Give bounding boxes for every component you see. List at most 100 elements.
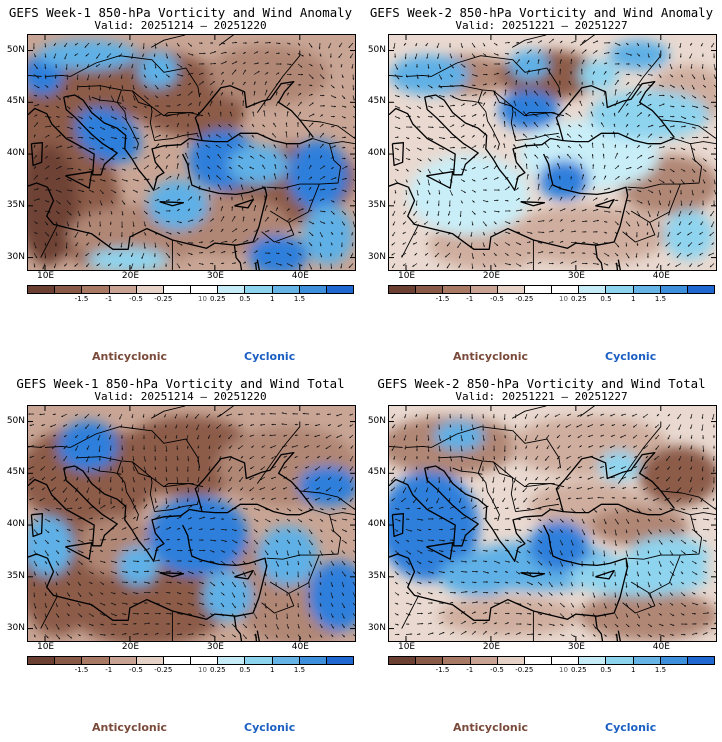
longitude-label: 30E bbox=[206, 271, 224, 281]
vorticity-region bbox=[434, 421, 484, 451]
colorbar-swatch bbox=[245, 657, 273, 664]
cyclonic-legend-label: Cyclonic bbox=[605, 721, 657, 734]
colorbar-swatch bbox=[687, 286, 715, 293]
latitude-label: 40N bbox=[6, 519, 25, 530]
colorbar-level-label: -1 bbox=[105, 666, 113, 674]
colorbar-swatch bbox=[82, 286, 110, 293]
colorbar-swatch bbox=[606, 657, 634, 664]
colorbar-swatch bbox=[633, 286, 661, 293]
colorbar-swatch bbox=[28, 657, 56, 664]
map-panel-2: GEFS Week-2 850-hPa Vorticity and Wind A… bbox=[361, 0, 722, 371]
cyclonic-legend-label: Cyclonic bbox=[244, 350, 296, 363]
vorticity-region bbox=[138, 52, 178, 88]
coastlines bbox=[389, 406, 716, 641]
vorticity-region bbox=[228, 145, 288, 185]
longitude-label: 40E bbox=[652, 642, 670, 652]
longitude-label: 20E bbox=[121, 642, 140, 652]
vorticity-region bbox=[409, 155, 529, 235]
colorbar-level-label: 1 bbox=[631, 295, 636, 303]
colorbar-swatch bbox=[416, 286, 444, 293]
axis-ticks bbox=[389, 406, 716, 641]
axis-ticks bbox=[28, 406, 355, 641]
cyclonic-legend-label: Cyclonic bbox=[244, 721, 296, 734]
vorticity-region bbox=[599, 451, 639, 481]
vorticity-region bbox=[499, 90, 559, 130]
colorbar-swatch bbox=[272, 657, 300, 664]
vorticity-region bbox=[629, 536, 709, 576]
colorbar-level-label: 0.25 bbox=[570, 666, 587, 674]
colorbar-swatch bbox=[299, 286, 327, 293]
colorbar-swatch bbox=[606, 286, 634, 293]
vorticity-region bbox=[439, 556, 519, 596]
colorbar-swatch bbox=[109, 657, 137, 664]
colorbar-swatch bbox=[299, 657, 327, 664]
vorticity-region bbox=[579, 60, 619, 90]
vorticity-region bbox=[203, 571, 253, 621]
colorbar-level-label: -1 bbox=[105, 295, 113, 303]
longitude-label: 10E bbox=[397, 271, 416, 281]
latitude-label: 45N bbox=[6, 467, 25, 478]
colorbar-swatch bbox=[136, 657, 164, 664]
colorbar-swatch bbox=[660, 286, 688, 293]
colorbar-swatch bbox=[497, 657, 525, 664]
colorbar-level-label: 1.5 bbox=[654, 666, 667, 674]
vorticity-region bbox=[389, 471, 479, 581]
longitude-label: 10E bbox=[36, 271, 55, 281]
latitude-label: 50N bbox=[6, 44, 25, 55]
colorbar-scale-label: 10 bbox=[559, 295, 568, 303]
longitude-label: 10E bbox=[36, 642, 55, 652]
colorbar-swatch bbox=[163, 286, 192, 293]
vorticity-field bbox=[389, 406, 716, 641]
colorbar-level-label: -0.5 bbox=[129, 666, 143, 674]
colorbar-swatch bbox=[136, 286, 164, 293]
colorbar-swatch bbox=[660, 657, 688, 664]
colorbar-swatch bbox=[443, 286, 471, 293]
colorbar-swatch bbox=[497, 286, 525, 293]
colorbar-swatch bbox=[55, 286, 83, 293]
colorbar-swatch bbox=[191, 286, 219, 293]
panel-valid-dates: Valid: 20251221 – 20251227 bbox=[455, 390, 628, 403]
latitude-label: 50N bbox=[6, 415, 25, 426]
latitude-label: 35N bbox=[367, 570, 386, 581]
map-plot-area bbox=[388, 34, 717, 271]
colorbar-level-label: -0.25 bbox=[515, 666, 534, 674]
panel-title: GEFS Week-2 850-hPa Vorticity and Wind A… bbox=[369, 5, 714, 20]
coastlines bbox=[389, 35, 716, 270]
colorbar-level-label: 0.5 bbox=[239, 666, 251, 674]
colorbar-swatch bbox=[416, 657, 444, 664]
colorbar-level-label: -1 bbox=[466, 295, 474, 303]
colorbar-swatch bbox=[579, 286, 607, 293]
longitude-label: 20E bbox=[482, 271, 501, 281]
colorbar-swatch bbox=[443, 657, 471, 664]
colorbar bbox=[388, 656, 715, 665]
colorbar-swatch bbox=[524, 657, 553, 664]
vorticity-shading bbox=[28, 40, 355, 270]
vorticity-region bbox=[639, 446, 716, 506]
longitude-label: 30E bbox=[567, 642, 585, 652]
colorbar-level-label: 0.5 bbox=[239, 295, 251, 303]
colorbar-level-label: 0.25 bbox=[570, 295, 587, 303]
map-panel-1: GEFS Week-1 850-hPa Vorticity and Wind A… bbox=[0, 0, 361, 371]
colorbar-level-label: -1.5 bbox=[435, 666, 450, 674]
colorbar bbox=[27, 285, 354, 294]
vorticity-region bbox=[148, 180, 208, 230]
latitude-label: 40N bbox=[367, 148, 386, 159]
colorbar-level-label: 1 bbox=[270, 666, 275, 674]
panel-title: GEFS Week-1 850-hPa Vorticity and Wind A… bbox=[8, 5, 353, 20]
colorbar-swatch bbox=[218, 657, 246, 664]
colorbar-level-label: -0.25 bbox=[515, 295, 534, 303]
colorbar-level-label: -0.25 bbox=[154, 666, 173, 674]
colorbar-level-label: -1.5 bbox=[74, 295, 89, 303]
vorticity-region bbox=[298, 466, 355, 506]
panel-title: GEFS Week-1 850-hPa Vorticity and Wind T… bbox=[16, 376, 345, 391]
colorbar-level-label: 1 bbox=[631, 666, 636, 674]
latitude-label: 45N bbox=[367, 96, 386, 107]
axis-ticks bbox=[389, 35, 716, 270]
anticyclonic-legend-label: Anticyclonic bbox=[453, 350, 529, 363]
vorticity-region bbox=[509, 205, 669, 265]
vorticity-region bbox=[258, 526, 318, 586]
vorticity-region bbox=[148, 496, 248, 576]
vorticity-field bbox=[28, 406, 355, 641]
latitude-label: 45N bbox=[6, 96, 25, 107]
axis-ticks bbox=[28, 35, 355, 270]
